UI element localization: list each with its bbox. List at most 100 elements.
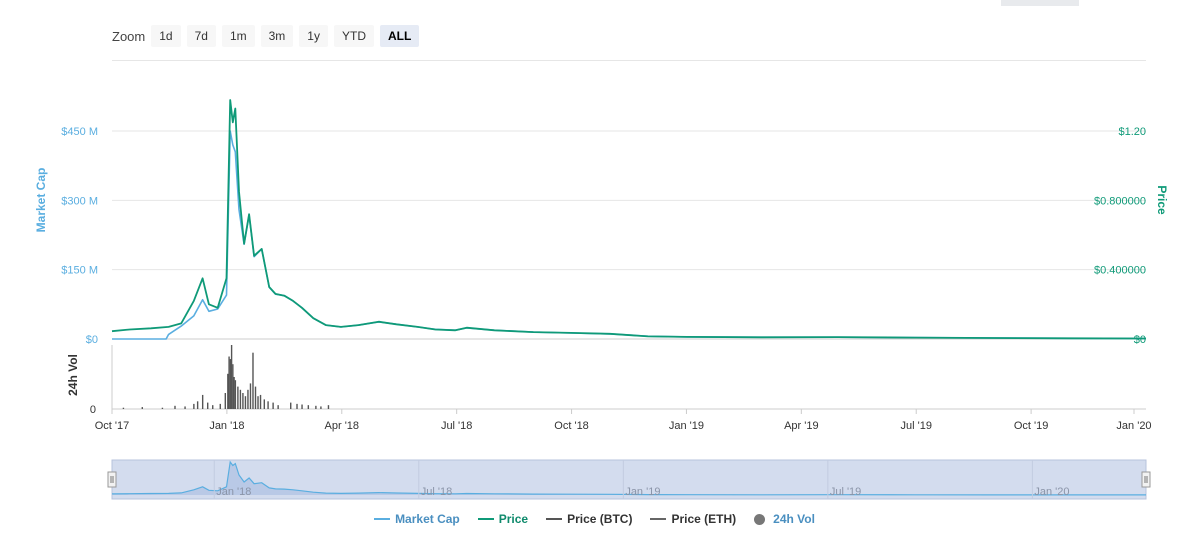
volume-bar — [327, 405, 330, 409]
volume-bar — [257, 396, 259, 409]
volume-axis-title: 24h Vol — [66, 354, 80, 396]
legend-label-24h-vol: 24h Vol — [773, 512, 815, 526]
volume-bar — [301, 404, 303, 409]
navigator-handle[interactable] — [1141, 471, 1151, 488]
volume-bar — [320, 406, 322, 409]
price-btc-swatch-icon — [546, 518, 563, 520]
volume-bar — [259, 394, 262, 409]
left-axis-tick: $150 M — [61, 265, 98, 277]
price-swatch-icon — [477, 518, 494, 520]
volume-bar — [229, 359, 232, 409]
legend-label-price: Price — [498, 512, 529, 526]
zoom-button-7d[interactable]: 7d — [186, 25, 216, 47]
left-axis-tick: $0 — [86, 334, 98, 346]
volume-bar — [227, 373, 229, 409]
zoom-button-1d[interactable]: 1d — [151, 25, 181, 47]
x-axis-tick: Jan '20 — [1116, 420, 1151, 432]
top-tab-indicator — [1001, 0, 1079, 6]
volume-bar — [184, 406, 186, 409]
legend-item-price[interactable]: Price — [477, 512, 529, 526]
left-axis-tick: $450 M — [61, 126, 98, 138]
right-axis-tick: $0.800000 — [1094, 195, 1146, 207]
zoom-label: Zoom — [112, 28, 146, 44]
volume-bar — [212, 405, 214, 409]
price-chart[interactable]: $0 $0 $150 M $0.400000 $300 M $0.800000 $450 M… — [0, 0, 1189, 510]
x-axis-tick: Apr '18 — [325, 420, 360, 432]
right-axis-tick: $1.20 — [1118, 126, 1146, 138]
volume-bar — [315, 405, 317, 409]
volume-bar — [252, 352, 254, 409]
volume-bar — [161, 407, 164, 409]
navigator-line — [111, 460, 1146, 496]
legend-item-24h-vol[interactable]: 24h Vol — [754, 512, 815, 526]
zoom-button-1m[interactable]: 1m — [221, 25, 255, 47]
volume-bar — [201, 394, 204, 409]
volume-bar — [267, 401, 269, 409]
navigator-tick: Jul '19 — [830, 486, 861, 498]
volume-bar — [232, 364, 234, 409]
navigator-tick: Jan '20 — [1034, 486, 1069, 498]
volume-bar — [219, 403, 221, 409]
volume-bar — [141, 407, 143, 409]
x-axis-tick: Jul '19 — [900, 420, 931, 432]
x-axis-tick: Jul '18 — [441, 420, 472, 432]
navigator-tick: Jul '18 — [421, 486, 452, 498]
zoom-bar: Zoom 1d 7d 1m 3m 1y YTD ALL — [112, 24, 425, 48]
volume-bar — [122, 407, 125, 409]
volume-bar — [277, 405, 279, 409]
x-axis-tick: Apr '19 — [784, 420, 819, 432]
volume-bar — [242, 393, 244, 409]
volume-bar — [193, 403, 195, 409]
navigator-tick: Jan '19 — [625, 486, 660, 498]
legend-label-market-cap: Market Cap — [395, 512, 460, 526]
volume-bar — [247, 389, 249, 409]
volume-bar — [249, 383, 252, 409]
volume-bar — [290, 402, 292, 409]
x-axis-tick: Oct '18 — [554, 420, 589, 432]
x-axis-tick: Jan '18 — [209, 420, 244, 432]
zoom-button-1y[interactable]: 1y — [299, 25, 328, 47]
market-cap-swatch-icon — [374, 518, 391, 520]
right-axis-tick: $0 — [1134, 334, 1146, 346]
legend-item-price-btc[interactable]: Price (BTC) — [546, 512, 632, 526]
volume-dot-icon — [754, 513, 766, 525]
navigator-area — [112, 462, 1146, 495]
x-axis-tick: Oct '19 — [1014, 420, 1049, 432]
volume-bar — [296, 403, 298, 409]
volume-bar — [230, 345, 233, 409]
navigator-handle[interactable] — [107, 471, 117, 488]
legend-label-price-btc: Price (BTC) — [567, 512, 633, 526]
volume-bar — [196, 401, 199, 409]
volume-bar — [228, 356, 230, 409]
volume-bar — [237, 386, 239, 409]
price-line — [111, 99, 1147, 340]
volume-bar — [307, 405, 310, 409]
volume-bar — [207, 402, 209, 409]
volume-bar — [244, 396, 247, 409]
volume-bar — [174, 405, 176, 409]
zoom-button-all[interactable]: ALL — [379, 25, 420, 47]
legend-item-market-cap[interactable]: Market Cap — [374, 512, 460, 526]
volume-bar — [233, 377, 235, 409]
left-axis-tick: $300 M — [61, 195, 98, 207]
navigator-tick: Jan '18 — [216, 486, 251, 498]
legend-label-price-eth: Price (ETH) — [671, 512, 737, 526]
zoom-separator — [112, 60, 1146, 61]
price-eth-swatch-icon — [650, 518, 667, 520]
volume-bar — [254, 386, 257, 409]
x-axis-tick: Oct '17 — [95, 420, 130, 432]
right-axis-title: Price — [1155, 185, 1169, 215]
market-cap-line — [112, 130, 1147, 340]
x-axis-tick: Jan '19 — [669, 420, 704, 432]
right-axis-tick: $0.400000 — [1094, 265, 1146, 277]
zoom-button-3m[interactable]: 3m — [260, 25, 294, 47]
legend-item-price-eth[interactable]: Price (ETH) — [650, 512, 736, 526]
zoom-button-ytd[interactable]: YTD — [333, 25, 374, 47]
volume-bar — [224, 393, 227, 409]
left-axis-title: Market Cap — [34, 168, 48, 233]
volume-bar — [239, 389, 242, 409]
volume-bar — [272, 402, 274, 409]
volume-bar — [234, 380, 237, 409]
volume-bar — [263, 399, 266, 409]
volume-axis-tick: 0 — [90, 404, 96, 416]
